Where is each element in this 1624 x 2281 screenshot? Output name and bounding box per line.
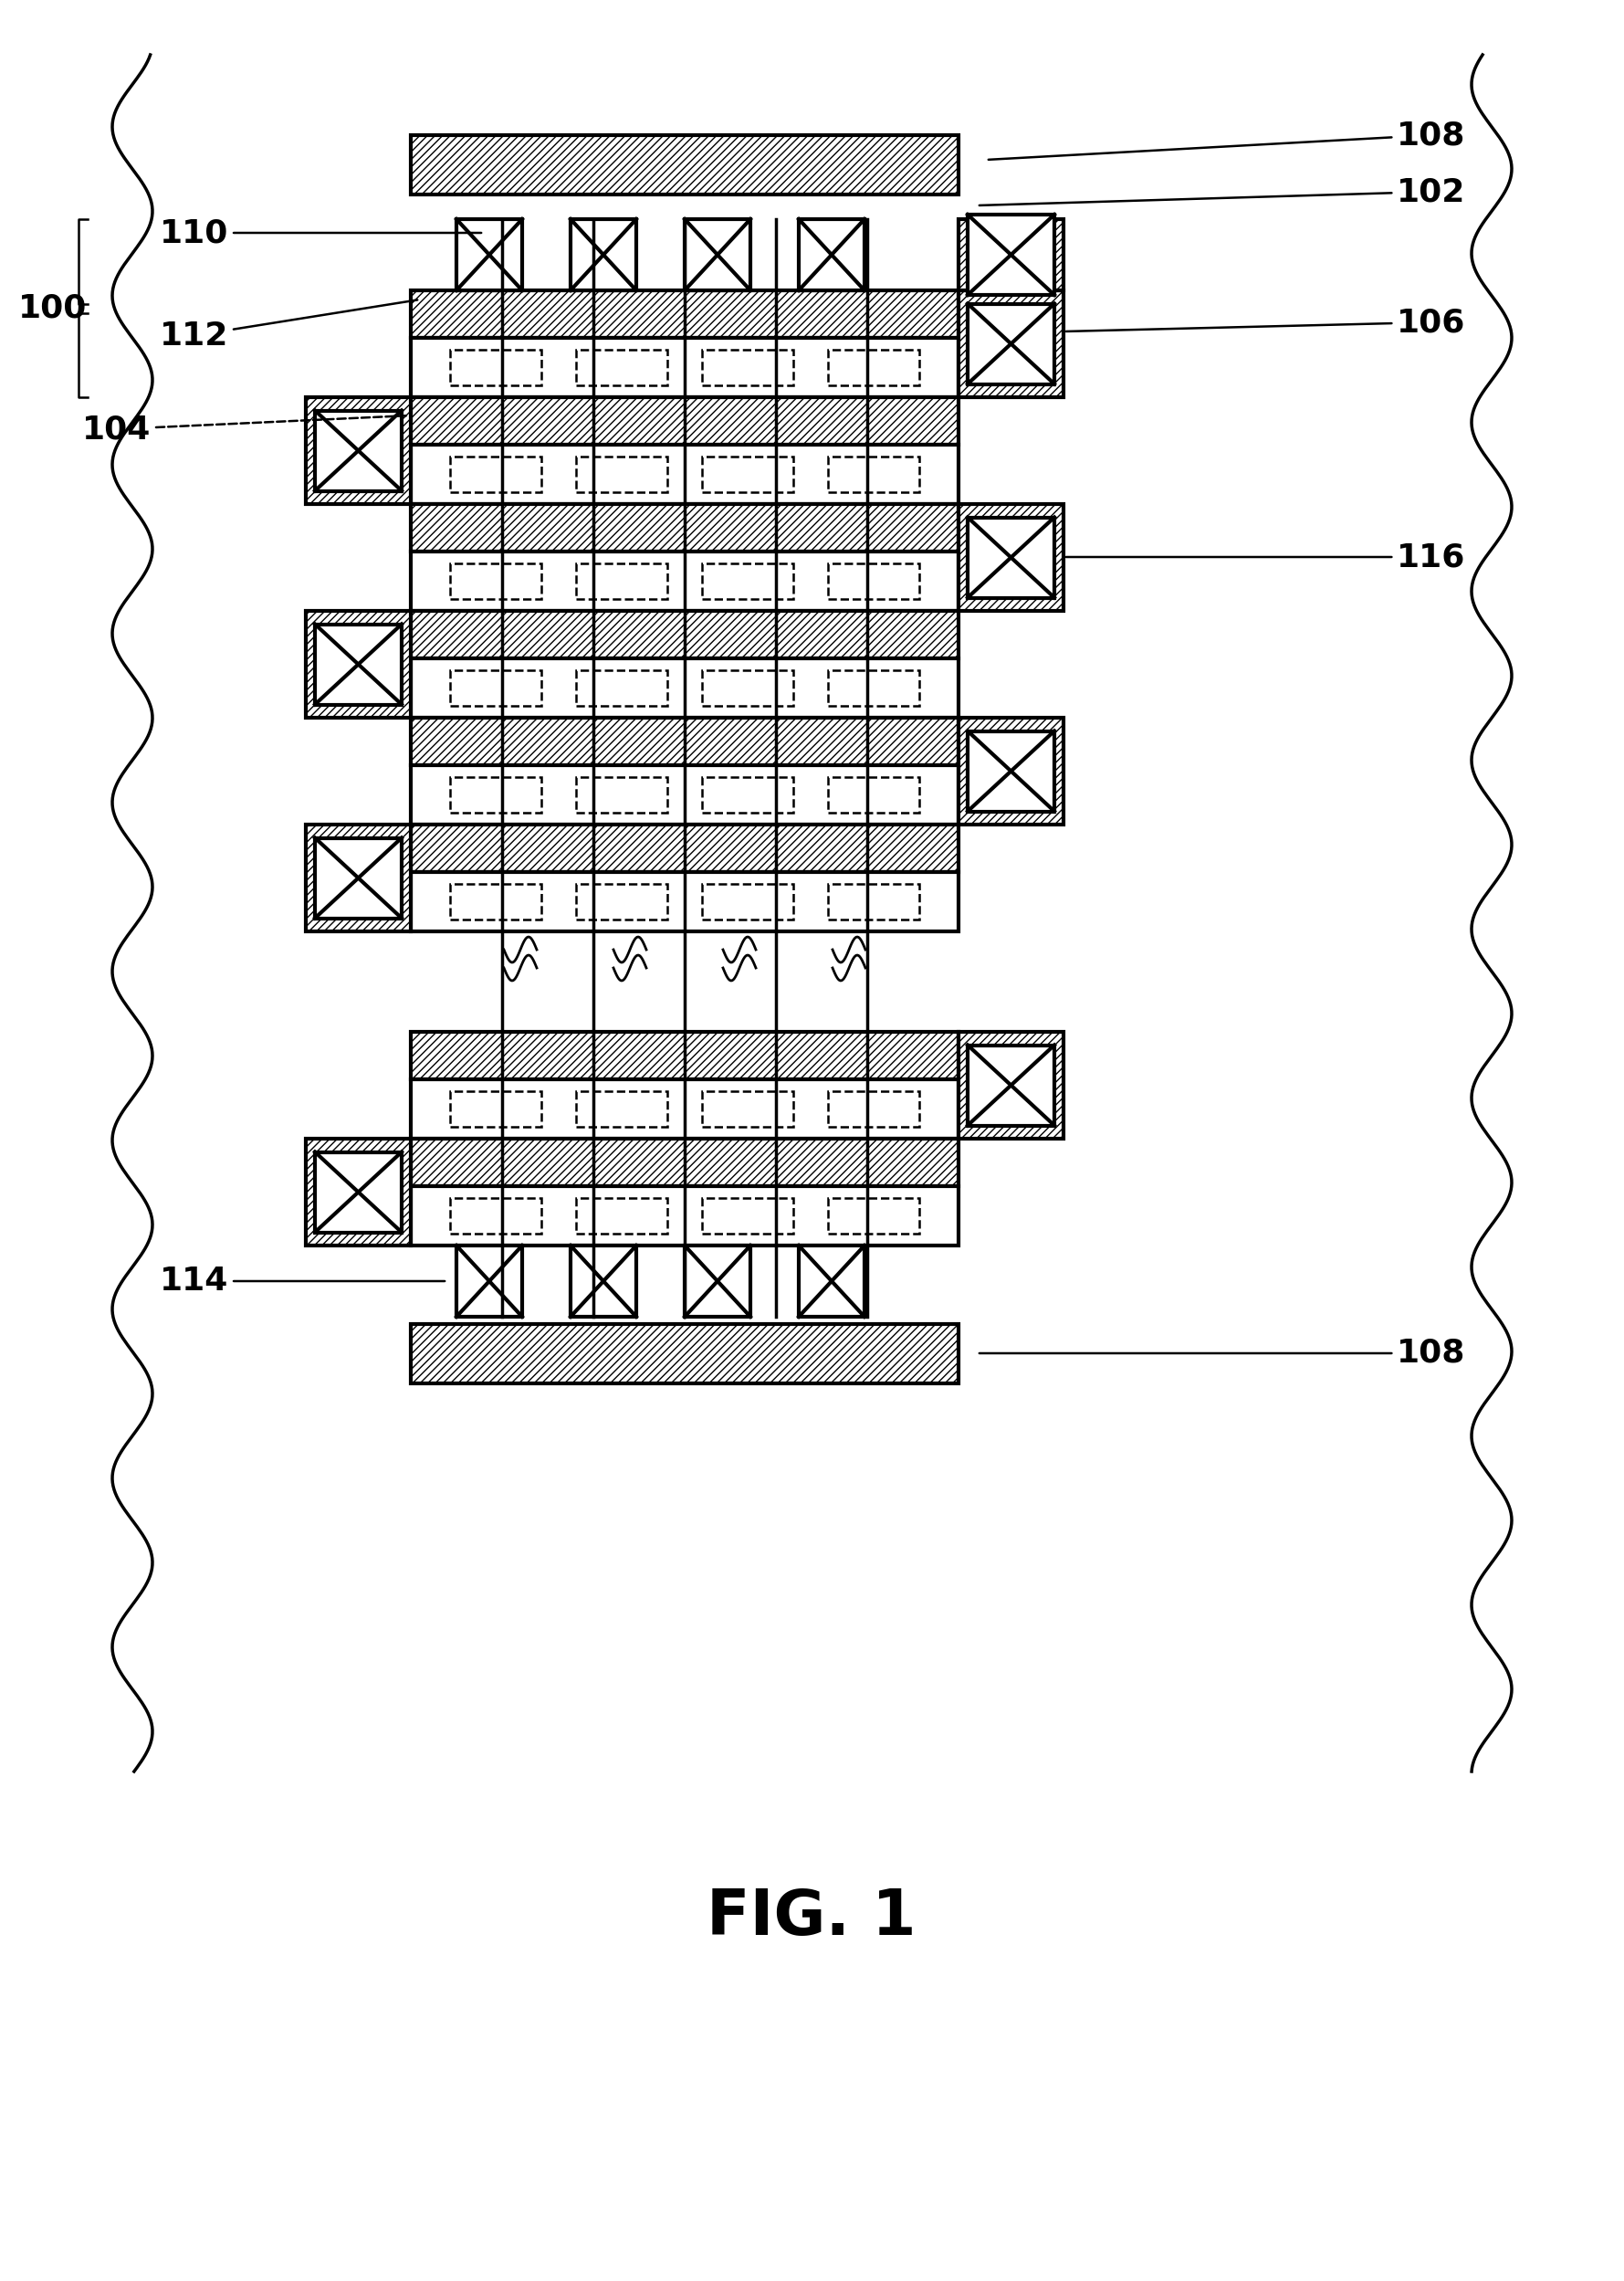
Text: 106: 106 [1065,308,1465,338]
Bar [315,411,401,490]
Bar [411,397,958,445]
Bar [411,135,958,194]
Bar [828,1198,919,1234]
Bar [411,823,958,871]
Bar [968,518,1054,598]
Bar [702,563,793,600]
Bar [702,885,793,919]
Bar [305,823,411,931]
Bar [450,349,541,385]
Bar [305,611,411,719]
Bar [411,1323,958,1382]
Bar [411,719,958,764]
Bar [828,349,919,385]
Bar [450,1090,541,1127]
Text: 100: 100 [18,292,88,324]
Bar [577,1198,667,1234]
Bar [702,1198,793,1234]
Bar [702,349,793,385]
Bar [450,563,541,600]
Bar [456,219,523,290]
Text: 104: 104 [83,413,408,445]
Bar [828,563,919,600]
Bar [450,1198,541,1234]
Bar [450,885,541,919]
Bar [577,563,667,600]
Bar [305,397,411,504]
Bar [411,611,958,659]
Bar [315,625,401,705]
Bar [968,730,1054,812]
Bar [577,778,667,812]
Bar [450,671,541,705]
Bar [450,778,541,812]
Bar [702,456,793,493]
Bar [968,214,1054,294]
Bar [411,1031,958,1079]
Text: 112: 112 [159,299,417,351]
Bar [411,504,958,552]
Text: 116: 116 [1065,541,1465,573]
Bar [828,1090,919,1127]
Bar [411,1079,958,1138]
Bar [411,445,958,504]
Bar [958,719,1064,823]
Bar [570,1245,637,1316]
Bar [958,1031,1064,1138]
Bar [456,1245,523,1316]
Text: 102: 102 [979,176,1465,208]
Bar [577,349,667,385]
Bar [958,290,1064,397]
Bar [305,1138,411,1245]
Bar [411,338,958,397]
Bar [577,1090,667,1127]
Bar [577,885,667,919]
Text: FIG. 1: FIG. 1 [706,1886,916,1948]
Bar [570,219,637,290]
Bar [828,885,919,919]
Bar [968,1045,1054,1125]
Bar [411,764,958,823]
Text: 108: 108 [989,119,1465,160]
Bar [411,1186,958,1245]
Bar [577,671,667,705]
Bar [968,303,1054,383]
Bar [799,219,864,290]
Bar [958,219,1064,290]
Bar [411,552,958,611]
Bar [450,456,541,493]
Bar [828,778,919,812]
Bar [411,290,958,338]
Bar [685,1245,750,1316]
Bar [799,1245,864,1316]
Bar [315,837,401,919]
Bar [411,659,958,719]
Bar [315,1152,401,1232]
Bar [702,778,793,812]
Bar [828,671,919,705]
Bar [411,1138,958,1186]
Bar [577,456,667,493]
Bar [702,1090,793,1127]
Text: 110: 110 [159,217,481,249]
Bar [702,671,793,705]
Bar [685,219,750,290]
Bar [411,871,958,931]
Text: 108: 108 [979,1337,1465,1369]
Text: 114: 114 [159,1266,445,1296]
Bar [828,456,919,493]
Bar [958,504,1064,611]
